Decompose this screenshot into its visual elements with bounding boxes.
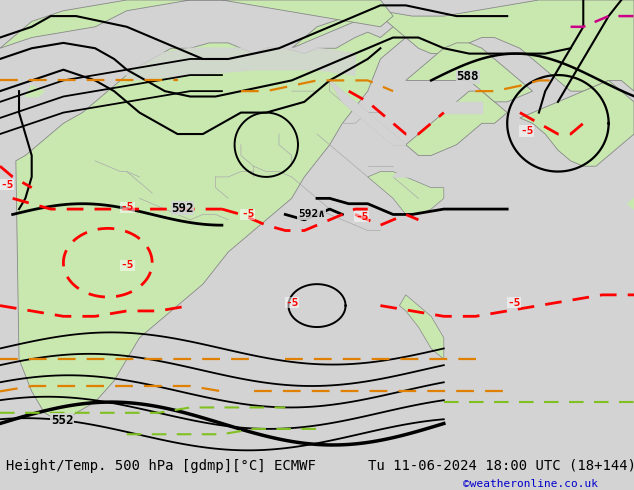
Polygon shape xyxy=(399,295,444,359)
Text: -5: -5 xyxy=(355,212,368,222)
Text: 588: 588 xyxy=(456,71,479,83)
Polygon shape xyxy=(628,193,634,209)
Polygon shape xyxy=(292,0,634,91)
Polygon shape xyxy=(431,102,482,113)
Polygon shape xyxy=(368,172,444,215)
Polygon shape xyxy=(393,166,456,177)
Polygon shape xyxy=(330,80,507,155)
Polygon shape xyxy=(25,86,44,97)
Polygon shape xyxy=(127,48,355,80)
Polygon shape xyxy=(0,295,634,456)
Text: ©weatheronline.co.uk: ©weatheronline.co.uk xyxy=(463,479,598,489)
Text: -5: -5 xyxy=(285,297,299,308)
Text: -5: -5 xyxy=(120,202,134,212)
Text: 552: 552 xyxy=(51,414,73,426)
Polygon shape xyxy=(406,43,533,102)
Polygon shape xyxy=(330,80,406,145)
Polygon shape xyxy=(16,16,406,423)
Text: -5: -5 xyxy=(241,209,254,219)
Text: Height/Temp. 500 hPa [gdmp][°C] ECMWF: Height/Temp. 500 hPa [gdmp][°C] ECMWF xyxy=(6,459,316,473)
Polygon shape xyxy=(0,0,393,48)
Polygon shape xyxy=(520,80,634,166)
Text: -5: -5 xyxy=(520,126,533,136)
Text: -5: -5 xyxy=(0,180,13,190)
Text: Tu 11-06-2024 18:00 UTC (18+144): Tu 11-06-2024 18:00 UTC (18+144) xyxy=(368,459,634,473)
Text: -5: -5 xyxy=(120,260,134,270)
Text: -5: -5 xyxy=(507,297,521,308)
Text: 592∧: 592∧ xyxy=(298,209,325,219)
Text: 592: 592 xyxy=(171,202,193,215)
